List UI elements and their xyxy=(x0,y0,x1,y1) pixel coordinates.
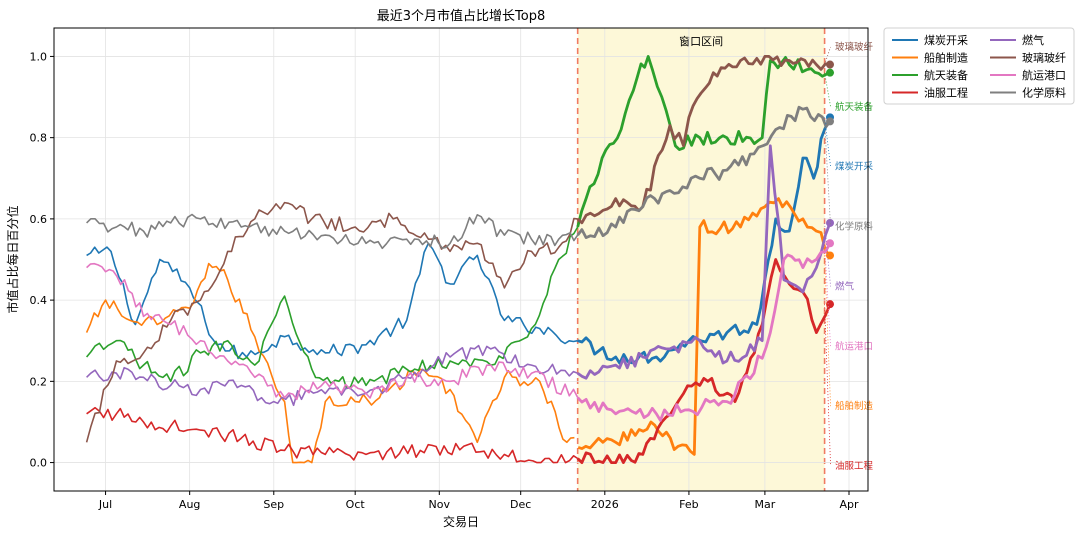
legend-entry-3: 航天装备 xyxy=(924,68,968,82)
series-end-marker-4 xyxy=(826,300,835,309)
series-line-window-7 xyxy=(576,242,832,422)
series-line-4 xyxy=(86,406,579,464)
series-end-label-2: 船舶制造 xyxy=(835,400,874,412)
end-label-leader xyxy=(824,255,831,407)
series-end-marker-7 xyxy=(826,239,835,248)
series-end-label-6: 玻璃玻纤 xyxy=(835,41,874,53)
legend-entry-1: 煤炭开采 xyxy=(924,34,968,47)
x-tick-label: 2026 xyxy=(591,498,619,511)
series-line-window-8 xyxy=(576,105,832,239)
series-end-label-4: 油服工程 xyxy=(835,460,874,472)
x-tick-label: Dec xyxy=(510,498,531,511)
series-lines xyxy=(85,55,835,464)
x-tick-label: Sep xyxy=(263,498,284,511)
window-region xyxy=(577,28,825,491)
series-end-label-5: 燃气 xyxy=(835,280,855,292)
x-tick-label: Mar xyxy=(755,498,776,511)
series-line-1 xyxy=(86,242,578,360)
plot-area-frame xyxy=(53,27,869,492)
y-tick-label: 0.0 xyxy=(30,457,48,470)
series-end-marker-3 xyxy=(826,68,835,77)
series-end-marker-2 xyxy=(826,251,835,260)
series-line-window-6 xyxy=(576,55,831,225)
y-tick-label: 0.2 xyxy=(30,375,48,388)
legend-entry-4: 油服工程 xyxy=(924,86,968,100)
x-tick-label: Aug xyxy=(179,498,200,511)
y-tick-label: 0.6 xyxy=(30,213,48,226)
x-tick-label: Nov xyxy=(429,498,451,511)
series-line-window-1 xyxy=(577,116,832,365)
end-label-leader xyxy=(824,46,831,65)
series-end-label-8: 化学原料 xyxy=(835,221,874,233)
x-tick-label: Jul xyxy=(98,498,112,511)
end-label-leader xyxy=(824,117,831,167)
series-line-2 xyxy=(85,262,575,464)
legend-entry-8: 化学原料 xyxy=(1022,86,1066,100)
y-axis-ticks: 0.0 0.2 0.4 0.6 0.8 1.0 xyxy=(30,50,54,470)
y-tick-label: 0.8 xyxy=(30,132,48,145)
legend-entry-2: 船舶制造 xyxy=(924,51,968,65)
y-axis-title: 市值占比每日百分位 xyxy=(5,205,20,313)
x-tick-label: Oct xyxy=(346,498,366,511)
series-end-marker-6 xyxy=(826,60,835,69)
legend-box xyxy=(883,27,1075,105)
series-line-7 xyxy=(86,262,579,401)
window-region-group: 窗口区间 xyxy=(576,28,826,491)
x-tick-label: Feb xyxy=(679,498,698,511)
legend-entry-7: 航运港口 xyxy=(1022,68,1066,82)
legend-entry-6: 玻璃玻纤 xyxy=(1022,51,1066,65)
series-line-window-2 xyxy=(577,197,832,456)
y-tick-label: 0.4 xyxy=(30,294,48,307)
x-axis-ticks: Jul Aug Sep Oct Nov Dec 2026 Feb Mar Apr xyxy=(98,491,859,511)
series-end-label-7: 航运港口 xyxy=(835,340,873,352)
end-label-leader xyxy=(824,121,831,227)
series-end-marker-5 xyxy=(826,218,835,227)
window-label: 窗口区间 xyxy=(679,34,723,48)
series-end-label-3: 航天装备 xyxy=(835,101,874,113)
x-axis-title: 交易日 xyxy=(443,514,479,529)
series-line-5 xyxy=(86,344,578,407)
series-line-8 xyxy=(86,213,579,250)
end-label-leader xyxy=(824,243,831,347)
series-end-marker-8 xyxy=(826,117,835,126)
y-tick-label: 1.0 xyxy=(30,50,48,63)
series-end-label-1: 煤炭开采 xyxy=(835,161,874,173)
chart-title: 最近3个月市值占比增长Top8 xyxy=(377,8,545,24)
series-line-window-5 xyxy=(576,144,832,380)
x-tick-label: Apr xyxy=(839,498,859,511)
legend-entry-5: 燃气 xyxy=(1022,33,1044,47)
